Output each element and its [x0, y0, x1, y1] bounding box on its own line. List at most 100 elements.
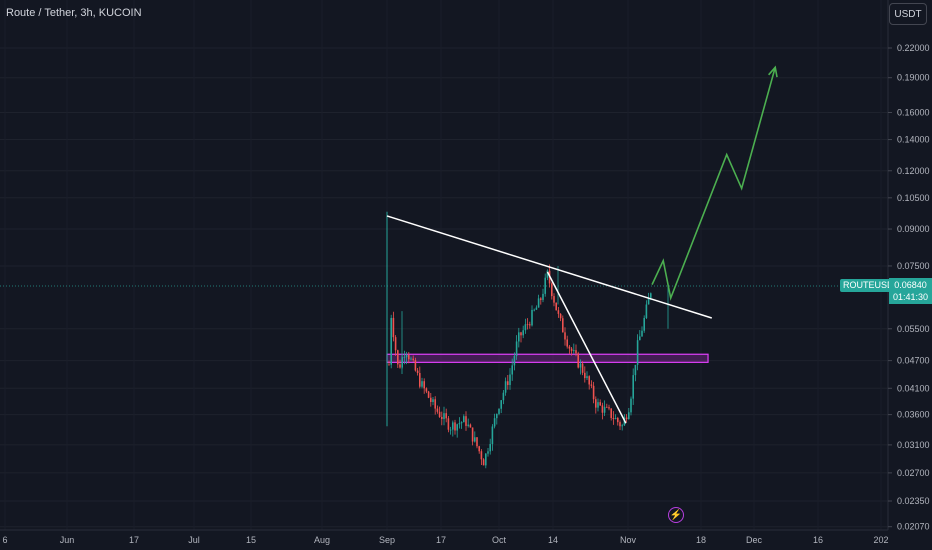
candle-body: [533, 309, 535, 311]
candle-body: [463, 416, 465, 423]
candle-body: [540, 298, 542, 300]
candle-body: [487, 451, 489, 454]
y-tick-label: 0.04700: [897, 356, 930, 366]
candle-body: [621, 425, 623, 427]
lightning-icon[interactable]: ⚡: [668, 507, 684, 523]
support-zone: [386, 353, 709, 363]
y-tick-label: 0.02700: [897, 468, 930, 478]
candle-body: [577, 353, 579, 368]
candle-body: [526, 324, 529, 326]
projection-arrowhead: [768, 65, 778, 78]
candle-body: [408, 354, 410, 360]
candle-body: [438, 411, 441, 417]
candle-body: [570, 348, 573, 352]
candle-body: [515, 341, 518, 356]
candle-body: [564, 332, 566, 340]
candle-body: [608, 407, 610, 409]
x-tick-label: Sep: [379, 535, 395, 545]
candle-body: [480, 451, 483, 460]
candle-body: [436, 408, 439, 412]
candle-body: [443, 413, 445, 420]
candle-body: [485, 453, 487, 466]
candles: [386, 211, 669, 469]
candle-body: [504, 381, 507, 393]
symbol-price-tag: ROUTEUSDT: [840, 279, 902, 292]
candle-body: [575, 350, 577, 354]
x-tick-label: Jun: [60, 535, 75, 545]
candle-body: [650, 293, 652, 298]
candle-body: [397, 350, 399, 365]
y-tick-label: 0.02350: [897, 496, 930, 506]
candle-body: [507, 381, 509, 385]
candle-body: [542, 293, 544, 300]
candle-body: [399, 364, 401, 368]
candle-body: [566, 339, 568, 347]
vertical-grid: [4, 0, 882, 530]
candle-body: [467, 424, 469, 426]
candle-body: [419, 373, 421, 387]
candle-body: [427, 391, 430, 398]
candle-body: [559, 313, 562, 319]
candle-body: [628, 412, 630, 420]
candle-body: [603, 406, 606, 413]
candle-body: [458, 423, 461, 425]
candle-body: [441, 416, 443, 420]
x-tick-label: 17: [129, 535, 139, 545]
y-tick-label: 0.03100: [897, 440, 930, 450]
candle-body: [388, 364, 390, 366]
y-tick-label: 0.14000: [897, 135, 930, 145]
currency-button[interactable]: USDT: [889, 3, 927, 25]
last-price-tag: 0.06840 01:41:30: [889, 278, 932, 304]
x-tick-label: 18: [696, 535, 706, 545]
candle-body: [535, 307, 538, 310]
candle-body: [546, 270, 549, 278]
candle-body: [588, 376, 590, 385]
candle-body: [390, 317, 392, 365]
candle-body: [498, 408, 500, 414]
x-tick-label: 14: [548, 535, 558, 545]
candle-body: [579, 363, 582, 368]
y-tick-label: 0.12000: [897, 166, 930, 176]
candle-body: [449, 429, 452, 431]
y-tick-label: 0.02070: [897, 522, 930, 532]
candle-body: [610, 408, 612, 418]
x-tick-label: 15: [246, 535, 256, 545]
candle-body: [511, 365, 513, 375]
candle-body: [617, 418, 619, 423]
x-tick-label: Jul: [188, 535, 200, 545]
candle-body: [471, 427, 474, 442]
x-tick-label: Aug: [314, 535, 330, 545]
x-tick-label: Dec: [746, 535, 763, 545]
candle-body: [614, 418, 617, 419]
candle-body: [454, 422, 456, 431]
candle-body: [394, 337, 397, 351]
candle-body: [518, 332, 520, 342]
candle-body: [625, 417, 628, 420]
symbol-title[interactable]: Route / Tether, 3h, KUCOIN: [6, 7, 142, 19]
candle-body: [491, 426, 494, 445]
candle-body: [592, 385, 595, 400]
candle-body: [430, 397, 432, 403]
candle-body: [562, 318, 564, 333]
candle-body: [489, 444, 491, 452]
candle-body: [452, 422, 454, 430]
candle-body: [634, 364, 637, 376]
candle-body: [639, 336, 641, 341]
candle-body: [641, 330, 643, 337]
candle-body: [522, 330, 524, 336]
candle-body: [643, 317, 645, 331]
candle-body: [601, 405, 604, 413]
candle-body: [416, 370, 419, 374]
bar-countdown: 01:41:30: [892, 292, 929, 302]
candle-body: [412, 358, 414, 361]
breakdown-line: [546, 271, 627, 424]
candle-body: [476, 437, 478, 447]
candle-body: [584, 372, 586, 379]
candle-body: [445, 413, 447, 419]
candle-body: [595, 399, 597, 408]
trend-lines: [386, 65, 778, 424]
candle-body: [612, 417, 615, 419]
candle-body: [392, 317, 395, 338]
candle-body: [586, 376, 588, 379]
